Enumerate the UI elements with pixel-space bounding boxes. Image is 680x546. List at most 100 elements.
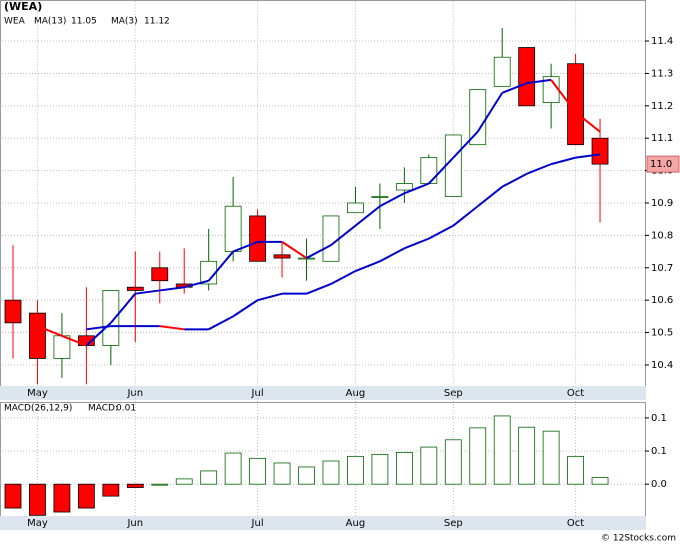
price-tag <box>646 155 680 173</box>
ma-line <box>428 156 455 185</box>
ma-line <box>428 224 454 240</box>
candle-body <box>567 63 584 146</box>
macd-bar <box>542 430 560 485</box>
candle-body <box>371 196 389 198</box>
legend-value: 0.01 <box>116 404 136 414</box>
macd-bar <box>591 477 609 485</box>
ma-line <box>159 325 185 331</box>
y-tick-label: 10.4 <box>651 360 673 371</box>
macd-bar <box>29 483 46 516</box>
candle-body <box>518 47 536 107</box>
x-tick-label: Jun <box>126 388 143 399</box>
ma-line <box>159 286 185 292</box>
macd-bar <box>395 451 413 485</box>
y-tick-label: 11.3 <box>651 68 673 79</box>
y-tick-label: 0.1 <box>651 413 667 424</box>
macd-panel <box>0 402 646 517</box>
ma-line <box>85 322 112 347</box>
ma-line <box>232 240 258 253</box>
candle-body <box>420 157 438 184</box>
y-tick-label: 0.1 <box>651 446 667 457</box>
legend-value: 11.05 <box>71 17 97 27</box>
y-tick-label: 11.1 <box>651 133 673 144</box>
x-tick-label: Jul <box>251 388 264 399</box>
y-tick-label: 11.2 <box>651 101 673 112</box>
panel-title: MACD(26,12,9) <box>4 404 72 414</box>
candle-body <box>322 215 340 262</box>
ma-line <box>306 283 332 295</box>
y-tick-label: 11.4 <box>651 36 673 47</box>
macd-bar <box>224 452 242 485</box>
ma-line <box>355 260 381 272</box>
y-tick-label: 10.6 <box>651 295 673 306</box>
ma-line <box>37 325 63 337</box>
ma-line <box>403 237 430 250</box>
macd-bar <box>77 483 95 509</box>
ma-line <box>354 205 381 227</box>
x-tick-label: Aug <box>346 518 366 529</box>
x-axis-band <box>0 516 646 530</box>
macd-bar <box>151 483 169 486</box>
ma-line <box>232 299 259 318</box>
macd-bar <box>102 483 120 497</box>
candle-body <box>298 257 315 260</box>
candle-body <box>224 205 242 252</box>
ma-line <box>330 224 357 246</box>
ma-line <box>135 289 160 295</box>
ma-line <box>452 205 479 227</box>
macd-bar <box>469 427 487 485</box>
ma-line <box>281 241 308 259</box>
y-tick-label: 0.0 <box>651 479 667 490</box>
ma-line <box>501 82 528 94</box>
ma-line <box>476 92 504 133</box>
macd-bar <box>420 446 438 485</box>
x-tick-label: Oct <box>567 518 584 529</box>
legend-value: 11.12 <box>144 17 170 27</box>
price-tag-label: 11.0 <box>650 159 672 170</box>
ma-line <box>452 131 479 159</box>
candle-body <box>591 137 609 165</box>
x-tick-label: May <box>27 388 48 399</box>
macd-bar <box>322 460 340 485</box>
ma-line <box>61 334 87 347</box>
ma-line <box>379 192 405 208</box>
candle-body <box>273 254 291 259</box>
macd-bar <box>518 426 536 485</box>
candle-body <box>395 183 413 191</box>
ma-line <box>550 79 577 113</box>
macd-bar <box>4 483 22 509</box>
macd-bar <box>371 453 389 485</box>
chart-title: (WEA) <box>4 0 42 13</box>
ma-line <box>575 153 601 159</box>
candle-body <box>444 134 462 197</box>
ma-line <box>526 78 552 85</box>
macd-bar <box>347 455 364 485</box>
candle-body <box>151 267 169 282</box>
y-tick-label: 10.8 <box>651 230 673 241</box>
macd-bar <box>126 483 144 488</box>
macd-bar <box>567 455 584 485</box>
ma-line <box>550 156 576 166</box>
ma-line <box>403 182 430 195</box>
x-tick-label: Jul <box>251 518 264 529</box>
x-tick-label: Sep <box>444 388 463 399</box>
candle-body <box>53 335 71 359</box>
ma-line <box>477 186 503 208</box>
legend-label: MA(3) <box>111 17 138 27</box>
x-tick-label: Sep <box>444 518 463 529</box>
macd-bar <box>249 457 267 485</box>
x-tick-label: May <box>27 518 48 529</box>
macd-bar <box>298 466 315 485</box>
legend-label: MACD: <box>88 404 118 414</box>
ma-line <box>208 315 234 331</box>
ma-line <box>330 270 356 285</box>
ma-line <box>207 250 234 282</box>
y-tick-label: 10.9 <box>651 198 673 209</box>
ma-line <box>257 292 283 302</box>
legend-label: MA(13) <box>34 17 66 27</box>
macd-bar <box>273 462 291 485</box>
x-tick-label: Oct <box>567 388 584 399</box>
legend-label: WEA <box>4 17 26 27</box>
x-tick-label: Aug <box>346 388 366 399</box>
